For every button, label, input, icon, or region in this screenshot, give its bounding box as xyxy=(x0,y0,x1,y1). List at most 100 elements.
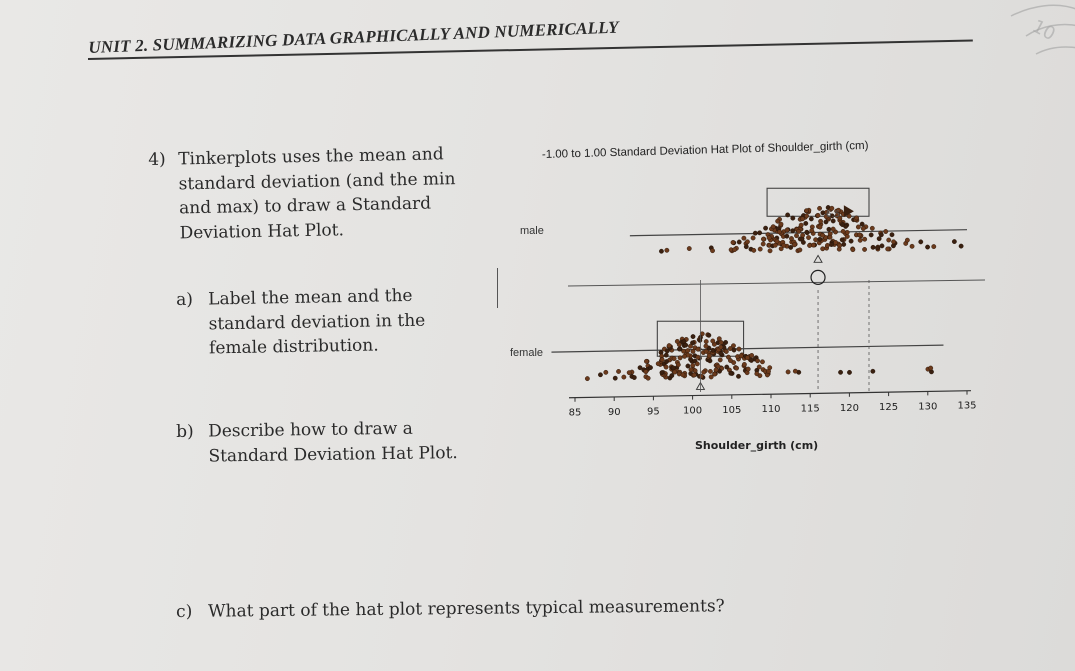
x-tick-label: 115 xyxy=(801,403,820,414)
female-dot xyxy=(710,338,716,344)
female-dot xyxy=(785,369,791,375)
female-dot xyxy=(659,357,665,363)
x-axis-line xyxy=(568,390,972,399)
male-dot xyxy=(797,247,803,253)
female-dot xyxy=(708,374,714,380)
part-a-text: Label the mean and the standard deviatio… xyxy=(208,285,426,359)
male-dot xyxy=(862,247,867,252)
x-axis-label: Shoulder_girth (cm) xyxy=(695,439,818,452)
male-dot xyxy=(891,239,896,245)
male-dot xyxy=(788,244,794,250)
part-a: a) Label the mean and the standard devia… xyxy=(176,283,477,362)
male-dot xyxy=(784,233,790,239)
female-dot xyxy=(663,352,669,358)
male-dot xyxy=(796,229,802,234)
male-dot xyxy=(813,237,819,243)
male-dot xyxy=(784,227,790,233)
female-dot xyxy=(664,359,669,364)
male-dot xyxy=(808,216,814,222)
male-dot xyxy=(885,246,891,252)
part-c-label: c) xyxy=(176,601,193,622)
male-dot xyxy=(772,242,778,248)
male-dot xyxy=(918,239,924,245)
female-dot xyxy=(870,368,876,374)
female-dot xyxy=(648,365,653,371)
male-dot xyxy=(840,222,845,228)
svg-text:10: 10 xyxy=(1029,16,1059,45)
female-dot xyxy=(928,365,934,371)
female-dot xyxy=(760,359,765,365)
male-dot xyxy=(767,248,773,254)
female-dot xyxy=(698,373,704,379)
male-dot xyxy=(804,208,809,214)
female-dot xyxy=(701,369,707,375)
male-dot xyxy=(781,243,787,248)
male-dot xyxy=(824,209,830,215)
male-dot xyxy=(868,232,874,238)
male-dot xyxy=(810,242,816,248)
female-dot xyxy=(690,334,696,339)
male-dot xyxy=(836,207,841,213)
male-dot xyxy=(958,243,964,249)
female-dot xyxy=(680,372,686,378)
female-dot xyxy=(697,337,703,343)
female-dot xyxy=(745,355,750,361)
male-dot xyxy=(850,247,856,253)
x-tick-label: 90 xyxy=(608,407,621,418)
male-dot xyxy=(757,246,763,252)
male-dot xyxy=(839,237,845,243)
male-dot xyxy=(760,241,766,247)
female-dot xyxy=(685,348,691,353)
male-dot xyxy=(855,224,861,230)
male-dot xyxy=(770,224,776,230)
male-dot xyxy=(785,212,791,218)
female-dot xyxy=(644,358,649,364)
male-dot xyxy=(741,235,747,241)
male-dot xyxy=(751,247,757,253)
female-dot xyxy=(616,369,621,374)
female-dot xyxy=(672,369,678,375)
male-dot xyxy=(752,230,758,236)
female-dot xyxy=(745,366,751,372)
female-dot xyxy=(736,346,742,352)
question-4: 4) Tinkerplots uses the mean and standar… xyxy=(148,142,470,246)
male-dot xyxy=(857,237,863,243)
female-dot xyxy=(703,348,709,354)
group-divider xyxy=(567,279,986,287)
male-dot xyxy=(790,228,796,234)
question-4-number: 4) xyxy=(148,149,166,170)
male-dot xyxy=(777,229,782,235)
male-dot xyxy=(925,244,930,250)
female-dot xyxy=(688,367,694,373)
female-dot xyxy=(754,371,760,377)
male-dot xyxy=(876,236,882,242)
female-dot xyxy=(728,358,733,363)
male-dot xyxy=(827,234,833,240)
female-dot xyxy=(671,356,677,361)
female-dot xyxy=(755,358,760,364)
female-dot xyxy=(603,369,609,375)
female-dot xyxy=(685,363,691,369)
x-tick-label: 135 xyxy=(957,401,976,412)
male-dot xyxy=(830,226,836,232)
female-dot xyxy=(612,375,618,381)
male-dot xyxy=(736,239,742,245)
male-mean-circle xyxy=(810,269,826,285)
x-tick-label: 95 xyxy=(647,406,660,417)
male-dot xyxy=(848,238,854,244)
corner-handwriting: 10 xyxy=(1010,4,1075,55)
female-dot xyxy=(584,376,590,382)
hat-sd-annotation: 6.5 xyxy=(826,210,840,220)
male-dot xyxy=(836,246,842,252)
female-dot xyxy=(715,363,721,369)
chart-title: -1.00 to 1.00 Standard Deviation Hat Plo… xyxy=(542,140,869,161)
part-c-text: What part of the hat plot represents typ… xyxy=(208,596,725,622)
male-dot xyxy=(686,246,692,251)
female-dot xyxy=(718,351,724,356)
female-dot xyxy=(723,349,729,354)
male-dot xyxy=(825,242,830,248)
female-dot xyxy=(631,375,637,380)
male-dot xyxy=(806,235,811,240)
x-tick-label: 125 xyxy=(879,402,898,413)
margin-mark xyxy=(497,268,498,308)
